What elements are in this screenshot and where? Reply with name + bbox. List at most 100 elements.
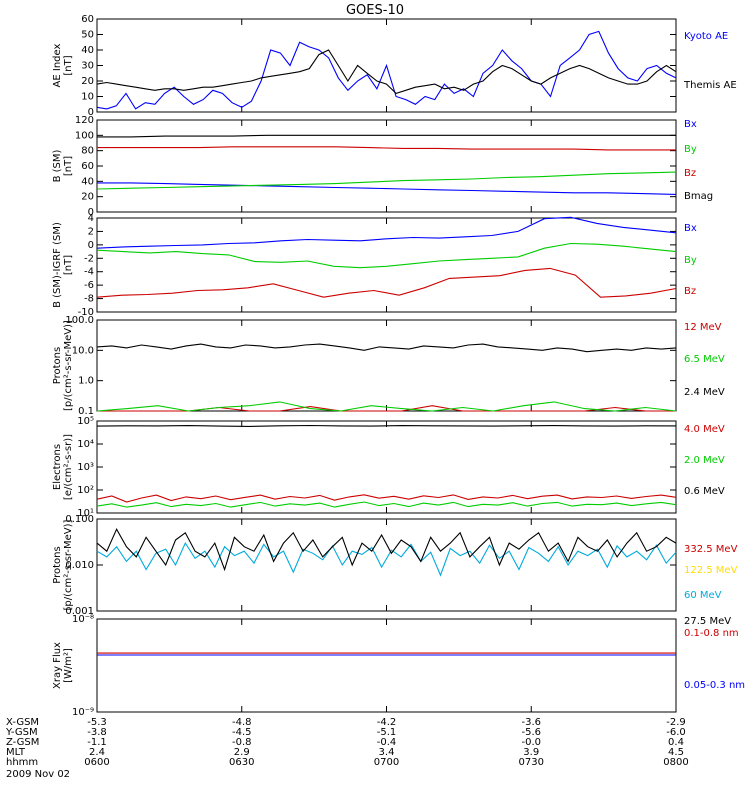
footer-value: 2.4: [89, 747, 105, 758]
footer-value: -4.5: [232, 727, 252, 738]
legend-entry: 2.0 MeV: [684, 455, 725, 466]
legend-entry: 27.5 MeV: [684, 616, 731, 627]
y-axis-label: B (SM)-IGRF (SM): [52, 222, 63, 308]
y-tick-label: 10: [81, 92, 94, 103]
panel-frame: [96, 420, 677, 514]
legend-entry: 4.0 MeV: [684, 424, 725, 435]
y-tick-label: 10³: [77, 462, 94, 473]
y-tick-label: 0: [88, 107, 94, 118]
panel-5: 10¹ 10² 10³ 10⁴ 10⁵ Electrons [e/(cm²-s-sr)] 4.…: [52, 416, 725, 519]
series-line-2-4-mev: [96, 343, 677, 353]
y-axis-label: Xray Flux: [52, 642, 63, 689]
footer-axis: X-GSM -5.3 -4.8 -4.2 -3.6 -2.9 Y-GSM -3.8 -4.5 -5…: [5, 717, 689, 780]
y-tick-label: 80: [81, 146, 94, 157]
panel-4: 0.1 1.0 10.0 100.0 Protons [p/(cm²-s-sr-MeV)]…: [52, 315, 725, 417]
footer-value: -1.1: [87, 737, 107, 748]
legend-entry: Bx: [684, 119, 697, 130]
y-axis-label: [p/(cm²-s-sr-MeV)]: [63, 519, 74, 610]
date-label: 2009 Nov 02: [6, 769, 70, 780]
y-axis-label: B (SM): [52, 149, 63, 182]
legend-entry: Bx: [684, 223, 697, 234]
y-axis-label: Protons: [52, 347, 63, 384]
legend-entry: By: [684, 255, 697, 266]
series-line-0-6-mev: [96, 424, 677, 427]
series-line-by: [96, 242, 677, 269]
y-tick-label: 10.0: [72, 345, 94, 356]
legend-entry: By: [684, 144, 697, 155]
y-tick-label: 10⁻⁹: [72, 707, 94, 718]
footer-value: -4.8: [232, 717, 252, 728]
footer-value: 3.4: [379, 747, 395, 758]
footer-row-label: Z-GSM: [6, 737, 39, 748]
footer-value: 2.9: [234, 747, 250, 758]
panel-1: 0 10 20 30 40 50 60 AE Index [nT] Kyoto AE Themis …: [52, 14, 737, 118]
series-line-60-mev: [96, 541, 677, 577]
legend-entry: 12 MeV: [684, 322, 722, 333]
legend-entry: 122.5 MeV: [684, 565, 738, 576]
footer-value: 0700: [374, 757, 399, 768]
legend-entry: Bmag: [684, 191, 713, 202]
panel-frame: [96, 618, 677, 713]
footer-value: -0.8: [232, 737, 252, 748]
y-tick-label: 10⁵: [77, 416, 94, 427]
y-tick-label: 40: [81, 176, 94, 187]
footer-value: 3.9: [523, 747, 539, 758]
y-axis-label: [p/(cm²-s-sr-MeV)]: [63, 320, 74, 411]
y-tick-label: 0: [88, 240, 94, 251]
legend-entry: 6.5 MeV: [684, 354, 725, 365]
y-tick-label: 50: [81, 30, 94, 41]
series-line-kyoto-ae: [96, 30, 677, 110]
y-tick-label: 100: [75, 130, 94, 141]
y-tick-label: 0.1: [78, 406, 94, 417]
y-tick-label: 60: [81, 161, 94, 172]
series-line-27-5-mev: [96, 527, 677, 572]
y-tick-label: 10⁻⁸: [72, 614, 94, 625]
y-tick-label: 0: [88, 207, 94, 218]
legend-entry: Bz: [684, 168, 696, 179]
footer-value: -3.6: [521, 717, 541, 728]
y-tick-label: -4: [84, 267, 94, 278]
footer-value: 4.5: [668, 747, 684, 758]
figure-title: GOES-10: [346, 3, 404, 18]
y-axis-label: [nT]: [63, 255, 74, 275]
y-tick-label: 2: [88, 226, 94, 237]
legend-entry: Bz: [684, 286, 696, 297]
y-axis-label: [nT]: [63, 55, 74, 75]
legend-entry: 0.6 MeV: [684, 486, 725, 497]
legend-entry: 60 MeV: [684, 590, 722, 601]
footer-value: 0800: [663, 757, 688, 768]
footer-row-label: MLT: [6, 747, 26, 758]
series-line-bx: [96, 216, 677, 249]
footer-value: 0.4: [668, 737, 684, 748]
footer-row-label: Y-GSM: [5, 727, 38, 738]
footer-value: -2.9: [666, 717, 686, 728]
footer-value: -5.1: [377, 727, 397, 738]
series-line-2-0-mev: [96, 501, 677, 508]
y-tick-label: -6: [84, 280, 94, 291]
footer-value: 0630: [229, 757, 254, 768]
legend-entry: 2.4 MeV: [684, 387, 725, 398]
panel-frame: [96, 319, 677, 412]
footer-value: -6.0: [666, 727, 686, 738]
series-line-4-0-mev: [96, 494, 677, 503]
y-tick-label: -8: [84, 294, 94, 305]
legend-entry: 0.1-0.8 nm: [684, 628, 739, 639]
y-tick-label: 40: [81, 45, 94, 56]
legend-entry: 0.05-0.3 nm: [684, 680, 745, 691]
footer-value: -3.8: [87, 727, 107, 738]
series-line-bx: [97, 182, 677, 195]
y-axis-label: [W/m²]: [63, 648, 74, 683]
y-tick-label: 20: [81, 76, 94, 87]
legend-entry: Kyoto AE: [684, 31, 728, 42]
y-tick-label: 4: [88, 213, 94, 224]
y-axis-label: [nT]: [63, 156, 74, 176]
series-line-bz: [97, 146, 676, 151]
footer-row-label: X-GSM: [6, 717, 39, 728]
series-line-themis-ae: [96, 49, 677, 95]
series-line-6-5-mev: [96, 401, 677, 412]
y-tick-label: 0.100: [65, 514, 94, 525]
panel-3: -10 -8 -6 -4 -2 0 2 4 B (SM)-IGRF (SM) [nT] Bx By Bz: [52, 213, 697, 318]
y-axis-label: Protons: [52, 546, 63, 583]
y-axis-label: Electrons: [52, 444, 63, 490]
